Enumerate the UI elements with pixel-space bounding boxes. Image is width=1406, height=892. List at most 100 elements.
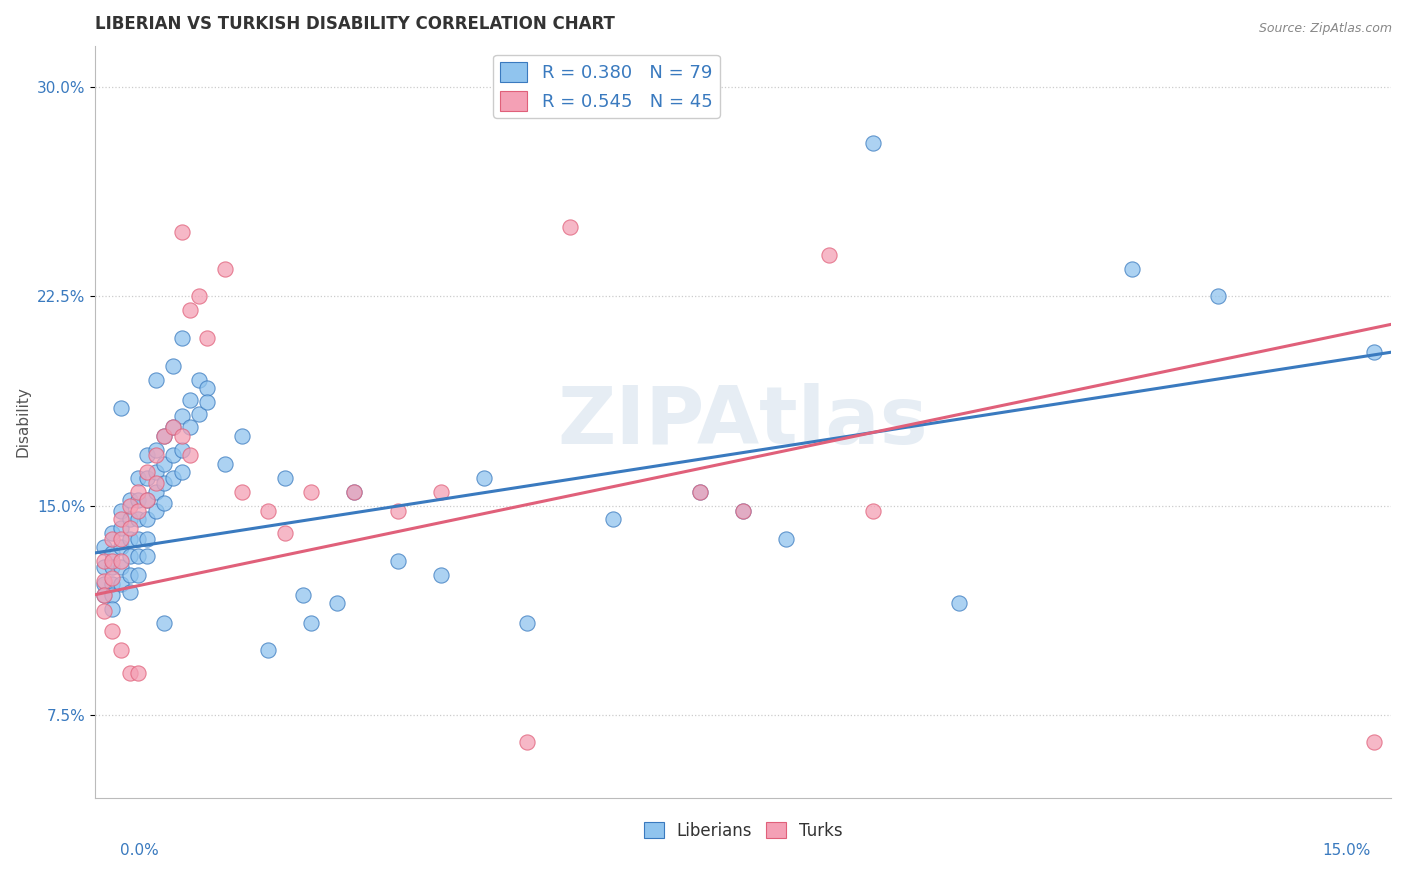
Point [187,373,209,387]
Point [145,442,167,457]
Point [136,465,159,479]
Point [110,521,132,535]
Point [136,492,159,507]
Point [101,571,124,585]
Point [862,136,884,151]
Point [429,568,451,582]
Point [101,559,124,574]
Point [127,665,149,680]
Point [1362,345,1385,359]
Point [162,470,184,484]
Point [93,541,115,555]
Point [162,420,184,434]
Point [93,559,115,574]
Point [110,401,132,415]
Point [118,521,141,535]
Text: ZIPAtlas: ZIPAtlas [558,383,928,461]
Point [170,226,193,240]
Point [127,532,149,546]
Point [127,484,149,499]
Point [689,484,711,499]
Point [101,624,124,638]
Point [472,470,495,484]
Point [101,576,124,591]
Text: Source: ZipAtlas.com: Source: ZipAtlas.com [1258,22,1392,36]
Point [127,549,149,563]
Point [689,484,711,499]
Point [153,457,176,471]
Point [170,442,193,457]
Point [101,588,124,602]
Point [197,395,219,409]
Point [299,484,322,499]
Point [274,526,297,541]
Point [118,499,141,513]
Point [110,504,132,518]
Point [110,559,132,574]
Point [560,219,582,234]
Point [145,373,167,387]
Point [1362,735,1385,749]
Point [153,476,176,491]
Point [136,532,159,546]
Point [516,735,538,749]
Point [733,504,755,518]
Point [214,261,236,276]
Point [127,568,149,582]
Point [93,588,115,602]
Point [118,512,141,526]
Text: 15.0%: 15.0% [1323,843,1371,858]
Point [214,457,236,471]
Point [197,381,219,395]
Point [170,409,193,424]
Point [948,596,970,610]
Point [145,448,167,462]
Point [516,615,538,630]
Point [775,532,797,546]
Point [153,496,176,510]
Point [110,643,132,657]
Point [343,484,366,499]
Point [118,585,141,599]
Point [110,532,132,546]
Point [162,420,184,434]
Point [93,604,115,618]
Point [93,554,115,568]
Point [179,420,201,434]
Point [145,504,167,518]
Point [127,470,149,484]
Point [110,541,132,555]
Point [136,448,159,462]
Point [187,407,209,421]
Point [231,484,253,499]
Point [197,331,219,345]
Point [1206,289,1229,303]
Point [93,576,115,591]
Point [110,512,132,526]
Point [118,568,141,582]
Text: 0.0%: 0.0% [120,843,159,858]
Point [299,615,322,630]
Point [170,465,193,479]
Point [118,532,141,546]
Point [101,601,124,615]
Point [326,596,349,610]
Point [187,289,209,303]
Point [733,504,755,518]
Point [93,574,115,588]
Text: LIBERIAN VS TURKISH DISABILITY CORRELATION CHART: LIBERIAN VS TURKISH DISABILITY CORRELATI… [96,15,614,33]
Point [387,504,409,518]
Point [127,512,149,526]
Point [118,492,141,507]
Point [127,492,149,507]
Point [162,448,184,462]
Y-axis label: Disability: Disability [15,386,30,458]
Point [110,576,132,591]
Point [136,492,159,507]
Point [291,588,314,602]
Point [862,504,884,518]
Point [118,549,141,563]
Point [602,512,624,526]
Point [257,643,280,657]
Point [93,588,115,602]
